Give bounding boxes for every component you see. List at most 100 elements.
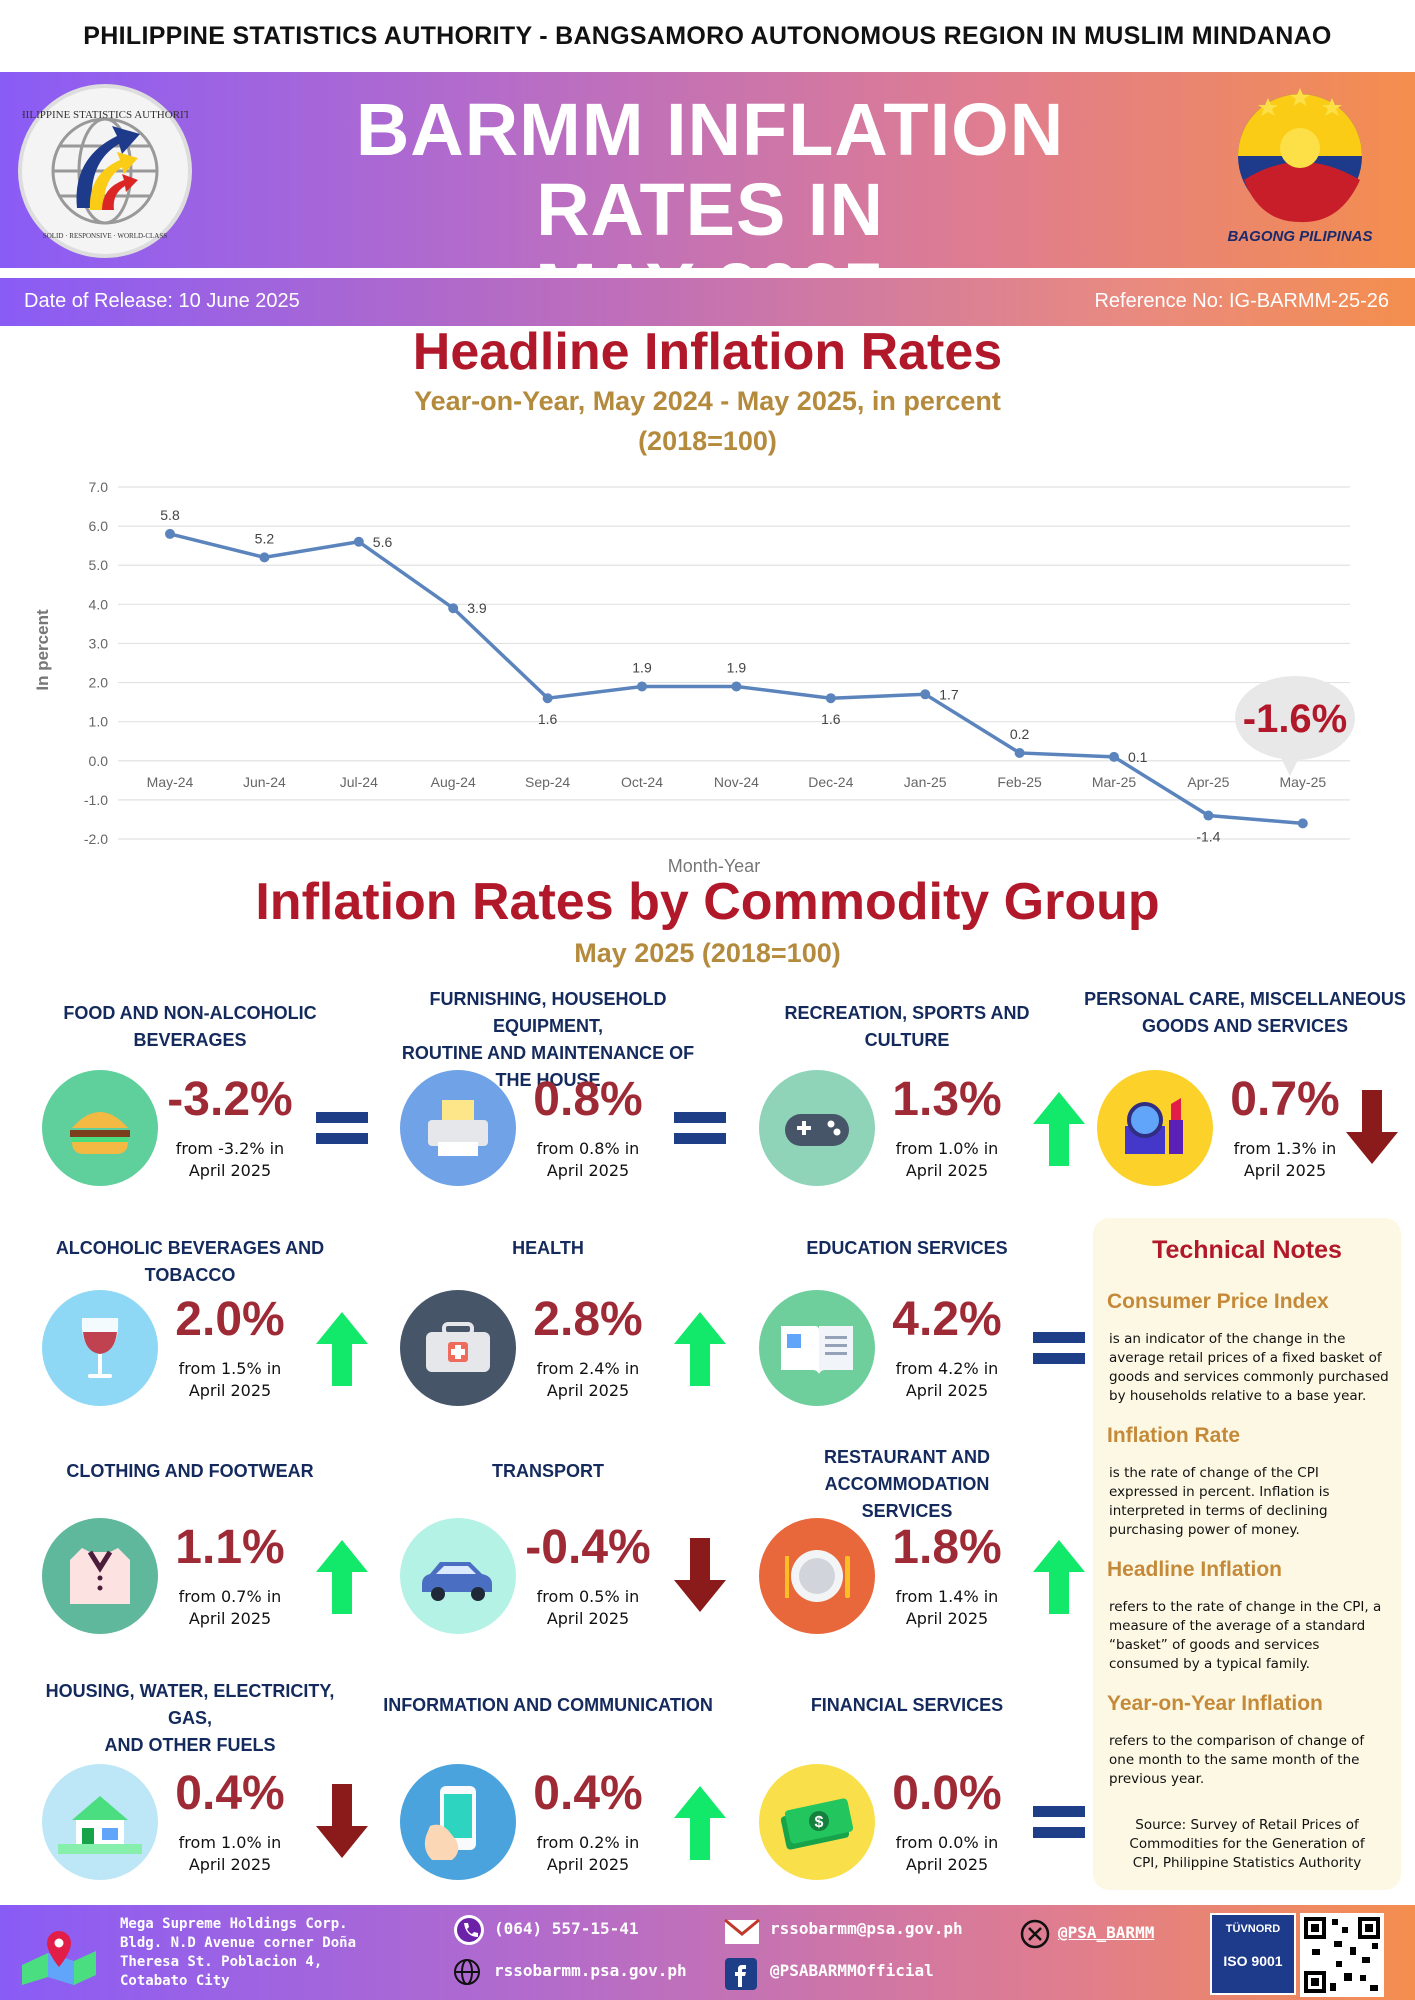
commodity-inflation-value: 0.7% bbox=[1230, 1073, 1340, 1126]
commodity-inflation-value: 0.8% bbox=[533, 1073, 643, 1126]
technical-notes: Technical Notes Consumer Price Index is … bbox=[1093, 1218, 1401, 1890]
y-tick-label: 0.0 bbox=[89, 753, 109, 769]
email-icon bbox=[724, 1919, 760, 1944]
headline-title: Headline Inflation Rates bbox=[412, 323, 1003, 381]
commodity-previous-value: from 0.2% in April 2025 bbox=[536, 1833, 640, 1874]
cosmetics-icon bbox=[1097, 1070, 1213, 1186]
footer-x-handle[interactable]: @PSA_BARMM bbox=[1058, 1923, 1155, 1942]
y-tick-label: 6.0 bbox=[89, 518, 109, 534]
note-headline-heading: Headline Inflation bbox=[1107, 1558, 1283, 1581]
data-labels: 5.8 5.2 5.6 3.9 1.6 1.9 1.9 1.6 1.7 0.2 0.1 -1.4 bbox=[160, 507, 1220, 845]
data-label: 3.9 bbox=[467, 600, 487, 616]
iso-badge: TÜVNORD ISO 9001 bbox=[1210, 1913, 1296, 1995]
data-point bbox=[165, 528, 175, 539]
commodity-inflation-value: 4.2% bbox=[892, 1293, 1002, 1346]
down-arrow-icon bbox=[312, 1782, 372, 1862]
note-source: Source: Survey of Retail Prices of Commod… bbox=[1129, 1817, 1365, 1871]
callout-value: -1.6% bbox=[1243, 697, 1348, 741]
x-tick-label: May-25 bbox=[1279, 774, 1326, 790]
commodity-group-title: INFORMATION AND COMMUNICATION bbox=[383, 1695, 713, 1715]
equal-sign-icon bbox=[1029, 1308, 1089, 1388]
data-point bbox=[637, 681, 647, 692]
data-label: 5.6 bbox=[373, 534, 393, 550]
y-axis-label: In percent bbox=[33, 609, 52, 691]
release-bar: Date of Release: 10 June 2025 Reference … bbox=[0, 278, 1415, 326]
agency-line: PHILIPPINE STATISTICS AUTHORITY - BANGSA… bbox=[83, 21, 1332, 50]
headline-subtitle: Year-on-Year, May 2024 - May 2025, in pe… bbox=[414, 386, 1001, 416]
commodity-inflation-value: 1.1% bbox=[175, 1521, 285, 1574]
burger-icon bbox=[42, 1070, 158, 1186]
note-yoy-text: refers to the comparison of change of one… bbox=[1109, 1733, 1365, 1787]
note-yoy-heading: Year-on-Year Inflation bbox=[1107, 1692, 1323, 1715]
x-tick-label: Mar-25 bbox=[1092, 774, 1137, 790]
data-points bbox=[165, 528, 1308, 829]
down-arrow-icon bbox=[670, 1536, 730, 1616]
data-point bbox=[1109, 751, 1119, 762]
data-label: 5.8 bbox=[160, 507, 180, 523]
commodity-previous-value: from 1.5% in April 2025 bbox=[178, 1359, 282, 1400]
x-tick-label: Sep-24 bbox=[525, 774, 570, 790]
commodity-group-title: FOOD AND NON-ALCOHOLIC BEVERAGES bbox=[63, 1003, 317, 1050]
technical-notes-title: Technical Notes bbox=[1152, 1236, 1342, 1264]
footer-phone[interactable]: (064) 557-15-41 bbox=[494, 1919, 639, 1938]
smartphone-icon bbox=[400, 1764, 516, 1880]
commodity-group-title: ALCOHOLIC BEVERAGES AND TOBACCO bbox=[55, 1238, 325, 1285]
qr-code-icon bbox=[1300, 1913, 1384, 1997]
x-tick-label: Jul-24 bbox=[340, 774, 378, 790]
equal-sign-icon bbox=[670, 1088, 730, 1168]
house-icon bbox=[42, 1764, 158, 1880]
reference-no: Reference No: IG-BARMM-25-26 bbox=[1094, 290, 1389, 312]
x-tick-label: Nov-24 bbox=[714, 774, 759, 790]
gamepad-icon bbox=[759, 1070, 875, 1186]
commodity-group-title: PERSONAL CARE, MISCELLANEOUS GOODS AND SE… bbox=[1084, 989, 1406, 1036]
commodity-previous-value: from 2.4% in April 2025 bbox=[536, 1359, 640, 1400]
y-tick-label: 2.0 bbox=[89, 675, 109, 691]
data-label: 1.9 bbox=[727, 659, 747, 675]
data-label: 0.1 bbox=[1128, 749, 1148, 765]
commodity-inflation-value: 2.8% bbox=[533, 1293, 643, 1346]
money-icon: $ bbox=[759, 1764, 875, 1880]
commodity-inflation-value: 1.3% bbox=[892, 1073, 1002, 1126]
map-pin-icon bbox=[22, 1931, 96, 1985]
y-tick-label: 4.0 bbox=[89, 596, 109, 612]
footer-website[interactable]: rssobarmm.psa.gov.ph bbox=[494, 1961, 687, 1980]
x-tick-label: Feb-25 bbox=[997, 774, 1042, 790]
commodity-group-title: RESTAURANT AND ACCOMMODATION SERVICES bbox=[824, 1447, 990, 1521]
footer-facebook[interactable]: @PSABARMMOfficial bbox=[770, 1961, 934, 1980]
footer-address: Mega Supreme Holdings Corp. Bldg. N.D Ave… bbox=[120, 1916, 357, 1989]
commodity-previous-value: from 1.0% in April 2025 bbox=[178, 1833, 282, 1874]
data-label: 1.6 bbox=[538, 711, 558, 727]
globe-icon bbox=[454, 1959, 480, 1985]
footer-email[interactable]: rssobarmm@psa.gov.ph bbox=[770, 1919, 963, 1938]
note-cpi-heading: Consumer Price Index bbox=[1107, 1290, 1329, 1313]
bagong-pilipinas-logo bbox=[1220, 84, 1380, 259]
x-axis-label: Month-Year bbox=[668, 856, 760, 876]
x-tick-label: Aug-24 bbox=[431, 774, 476, 790]
note-inflation-rate-text: is the rate of change of the CPI expresse… bbox=[1109, 1465, 1330, 1538]
x-tick-label: May-24 bbox=[147, 774, 194, 790]
commodity-inflation-value: 0.4% bbox=[175, 1767, 285, 1820]
commodity-subtitle: May 2025 (2018=100) bbox=[574, 938, 841, 968]
y-tick-label: 1.0 bbox=[89, 714, 109, 730]
data-label: 1.7 bbox=[939, 686, 959, 702]
x-tick-label: Apr-25 bbox=[1187, 774, 1229, 790]
commodity-group-title: HEALTH bbox=[512, 1238, 584, 1258]
book-icon bbox=[759, 1290, 875, 1406]
data-point bbox=[448, 603, 459, 614]
up-arrow-icon bbox=[312, 1308, 372, 1388]
data-point bbox=[1014, 747, 1025, 758]
release-date: Date of Release: 10 June 2025 bbox=[24, 290, 300, 312]
data-point bbox=[731, 681, 742, 692]
latest-value-callout: -1.6% bbox=[1235, 676, 1355, 776]
x-tick-label: Jan-25 bbox=[904, 774, 947, 790]
data-point bbox=[259, 552, 270, 563]
data-point bbox=[1297, 818, 1308, 829]
x-tick-label: Dec-24 bbox=[808, 774, 853, 790]
commodity-previous-value: from 0.5% in April 2025 bbox=[536, 1587, 640, 1628]
commodity-title: Inflation Rates by Commodity Group bbox=[255, 873, 1160, 931]
up-arrow-icon bbox=[670, 1308, 730, 1388]
equal-sign-icon bbox=[312, 1088, 372, 1168]
facebook-icon bbox=[725, 1958, 757, 1990]
data-point bbox=[825, 693, 836, 704]
note-headline-text: refers to the rate of change in the CPI,… bbox=[1109, 1599, 1382, 1672]
